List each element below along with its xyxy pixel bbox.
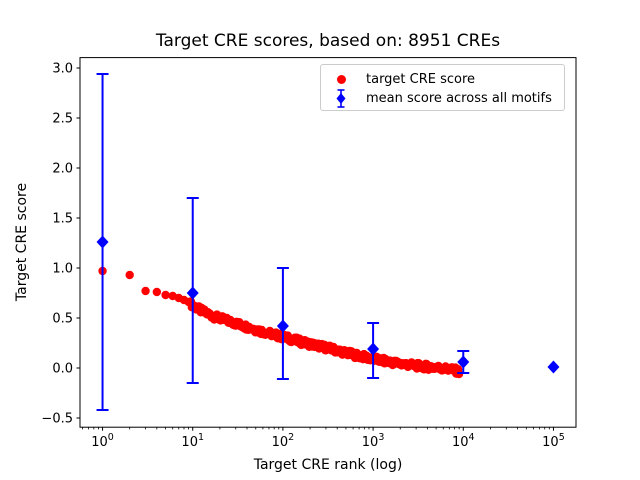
x-tick-label: 102: [272, 432, 295, 450]
y-tick-label: 1.5: [52, 212, 73, 227]
legend-item-mean-score: mean score across all motifs: [334, 89, 556, 108]
target-score-point: [125, 270, 134, 280]
legend-item-target-score: target CRE score: [334, 70, 556, 89]
legend: target CRE score mean score across all m…: [320, 64, 565, 111]
y-tick-label: −0.5: [41, 412, 73, 427]
y-tick-label: 2.0: [52, 162, 73, 177]
legend-label: target CRE score: [366, 72, 476, 87]
target-score-point: [152, 287, 162, 297]
x-axis-label: Target CRE rank (log): [253, 457, 403, 473]
y-tick-label: 2.5: [52, 112, 73, 127]
mean-score-diamond: [276, 319, 289, 333]
chart-title: Target CRE scores, based on: 8951 CREs: [155, 31, 501, 51]
mean-score-diamond: [547, 360, 560, 374]
target-score-point: [161, 290, 170, 300]
red-circle-marker-icon: [334, 70, 348, 89]
mean-score-diamond: [186, 286, 199, 300]
y-axis-label: Target CRE score: [14, 182, 30, 302]
mean-score-diamond: [367, 342, 380, 356]
y-tick-label: 0.5: [52, 312, 73, 327]
mean-score-diamond: [96, 235, 109, 249]
axes-frame: [79, 57, 577, 428]
x-tick-label: 103: [362, 432, 385, 450]
legend-label: mean score across all motifs: [366, 91, 552, 106]
blue-diamond-errorbar-marker-icon: [334, 89, 348, 108]
target-score-point: [141, 286, 150, 296]
mean-score-diamond: [457, 355, 470, 369]
x-tick-label: 100: [91, 432, 114, 450]
y-tick-label: 0.0: [52, 362, 73, 377]
y-tick-label: 1.0: [52, 262, 73, 277]
x-tick-label: 105: [542, 432, 565, 450]
y-tick-label: 3.0: [52, 62, 73, 77]
x-tick-label: 104: [452, 432, 475, 450]
target-score-point: [454, 369, 464, 379]
x-tick-label: 101: [181, 432, 204, 450]
